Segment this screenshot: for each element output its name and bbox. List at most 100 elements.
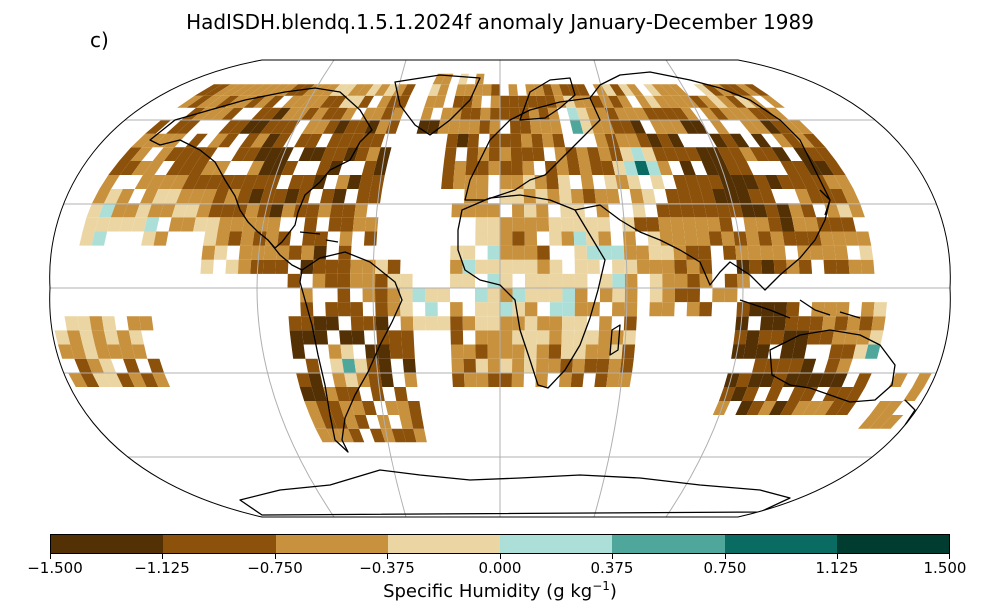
- anomaly-cell: [641, 147, 657, 161]
- anomaly-cell: [773, 259, 788, 274]
- anomaly-cell: [477, 161, 489, 175]
- anomaly-cell: [747, 372, 764, 387]
- anomaly-cell: [302, 330, 316, 345]
- anomaly-cell: [177, 95, 204, 108]
- anomaly-cell: [176, 189, 194, 204]
- anomaly-cell: [570, 189, 584, 204]
- anomaly-cell: [467, 133, 480, 148]
- anomaly-cell: [260, 107, 282, 121]
- anomaly-cell: [718, 84, 743, 96]
- anomaly-cell: [679, 120, 699, 134]
- caribbean-islands: [299, 231, 339, 243]
- anomaly-cell: [880, 401, 904, 415]
- anomaly-cell: [535, 189, 548, 204]
- anomaly-cell: [520, 120, 532, 134]
- anomaly-cell: [623, 161, 639, 175]
- anomaly-cell: [869, 401, 892, 415]
- anomaly-cell: [708, 231, 723, 246]
- anomaly-cell: [659, 120, 678, 134]
- europe-coast: [464, 97, 601, 201]
- anomaly-cell: [384, 401, 400, 415]
- anomaly-cell: [746, 107, 770, 121]
- anomaly-cell: [764, 203, 780, 218]
- anomaly-cell: [298, 147, 316, 161]
- anomaly-cell: [562, 95, 576, 108]
- anomaly-cell: [788, 358, 805, 373]
- anomaly-cell: [123, 203, 140, 218]
- anomaly-cell: [791, 217, 807, 232]
- anomaly-cell: [258, 161, 276, 175]
- anomaly-cell: [329, 95, 348, 108]
- anomaly-cell: [354, 203, 368, 218]
- anomaly-cell: [447, 120, 461, 134]
- africa-coast: [457, 194, 606, 389]
- anomaly-cell: [275, 147, 294, 161]
- central-america-coast: [267, 239, 303, 271]
- anomaly-cell: [325, 259, 339, 274]
- anomaly-cell: [407, 401, 422, 415]
- anomaly-cell: [771, 147, 792, 161]
- anomaly-cell: [163, 147, 186, 161]
- anomaly-cell: [561, 316, 575, 331]
- anomaly-cell: [800, 203, 817, 218]
- anomaly-cell: [719, 133, 739, 148]
- anomaly-cell: [625, 133, 641, 148]
- anomaly-cell: [176, 120, 201, 134]
- anomaly-cell: [587, 259, 600, 274]
- anomaly-cell: [131, 217, 148, 232]
- anomaly-cell: [440, 107, 453, 121]
- anomaly-cell: [101, 316, 117, 331]
- anomaly-cell: [229, 175, 247, 189]
- anomaly-cell: [531, 133, 544, 148]
- anomaly-cell: [480, 107, 491, 121]
- anomaly-cell: [848, 203, 865, 218]
- anomaly-cell: [699, 107, 720, 121]
- anomaly-cell: [352, 217, 367, 232]
- anomaly-cell: [475, 302, 488, 317]
- anomaly-cell: [879, 415, 904, 429]
- anomaly-cell: [350, 302, 364, 317]
- anomaly-cell: [589, 161, 604, 175]
- anomaly-cell: [780, 161, 800, 175]
- anomaly-cell: [623, 245, 637, 260]
- anomaly-cell: [836, 401, 858, 415]
- anomaly-cell: [614, 133, 631, 148]
- anomaly-cell: [458, 120, 471, 134]
- anomaly-cell: [749, 120, 772, 134]
- anomaly-cell: [393, 387, 408, 401]
- anomaly-cell: [674, 273, 688, 288]
- anomaly-cell: [649, 273, 663, 288]
- anomaly-cell: [671, 231, 686, 246]
- anomaly-cell: [649, 288, 663, 303]
- anomaly-cell: [853, 372, 872, 387]
- anomaly-cell: [619, 120, 636, 134]
- anomaly-cell: [599, 288, 613, 303]
- anomaly-cell: [661, 95, 681, 108]
- anomaly-cell: [163, 133, 187, 148]
- anomaly-cell: [79, 231, 95, 246]
- anomaly-cell: [441, 175, 454, 189]
- anomaly-cell: [437, 120, 451, 134]
- anomaly-cell: [836, 203, 853, 218]
- anomaly-cell: [606, 372, 620, 387]
- anomaly-cell: [116, 330, 132, 345]
- anomaly-cell: [759, 372, 776, 387]
- anomaly-cell: [824, 358, 841, 373]
- anomaly-cell: [797, 316, 812, 331]
- anomaly-cell: [733, 330, 748, 345]
- anomaly-cell: [281, 203, 296, 218]
- anomaly-cell: [549, 120, 563, 134]
- anomaly-cell: [500, 316, 513, 331]
- anomaly-cell: [313, 316, 327, 331]
- anomaly-cell: [312, 259, 326, 274]
- anomaly-cell: [573, 330, 587, 345]
- anomaly-cell: [91, 330, 108, 345]
- anomaly-cell: [575, 147, 590, 161]
- anomaly-cell: [791, 344, 807, 359]
- anomaly-cell: [327, 401, 344, 415]
- anomaly-cell: [858, 245, 874, 260]
- anomaly-cell: [834, 316, 849, 331]
- anomaly-cell: [250, 259, 264, 274]
- anomaly-cell: [350, 316, 364, 331]
- anomaly-cell: [829, 189, 848, 204]
